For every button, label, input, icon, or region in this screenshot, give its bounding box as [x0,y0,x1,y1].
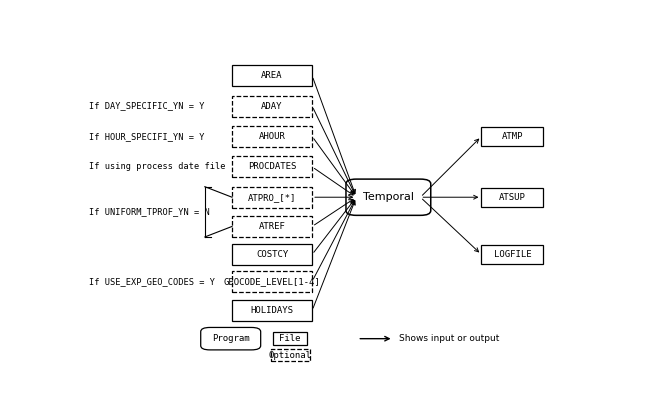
Bar [271,349,309,362]
Text: Temporal: Temporal [363,192,414,202]
Text: Optional: Optional [269,351,311,359]
Text: ATMP: ATMP [502,132,523,141]
Text: LOGFILE: LOGFILE [494,250,531,259]
Bar [232,271,312,292]
Text: If HOUR_SPECIFI_YN = Y: If HOUR_SPECIFI_YN = Y [89,132,204,141]
Bar [232,244,312,265]
Text: GEOCODE_LEVEL[1-4]: GEOCODE_LEVEL[1-4] [223,277,320,286]
Text: If using process date file: If using process date file [89,162,225,171]
FancyBboxPatch shape [201,327,261,350]
Bar [232,187,312,208]
Text: Program: Program [212,334,249,343]
Bar [232,156,312,177]
Text: AREA: AREA [261,71,283,80]
Text: Shows input or output: Shows input or output [399,334,499,343]
Bar [482,188,544,207]
FancyBboxPatch shape [346,179,431,215]
Text: AHOUR: AHOUR [259,132,285,141]
Text: File: File [279,334,301,343]
Bar [232,126,312,147]
Bar [232,96,312,116]
Bar [482,127,544,146]
Bar [482,245,544,264]
Text: If UNIFORM_TPROF_YN = N: If UNIFORM_TPROF_YN = N [89,207,209,216]
Text: ADAY: ADAY [261,102,283,111]
Text: HOLIDAYS: HOLIDAYS [251,306,293,315]
Bar [232,65,312,86]
Text: PROCDATES: PROCDATES [248,162,296,171]
Text: ATREF: ATREF [259,222,285,231]
Bar [232,300,312,321]
Bar [232,216,312,237]
Text: ATPRO_[*]: ATPRO_[*] [248,193,296,202]
Bar [273,332,307,345]
Text: If USE_EXP_GEO_CODES = Y: If USE_EXP_GEO_CODES = Y [89,277,215,286]
Text: If DAY_SPECIFIC_YN = Y: If DAY_SPECIFIC_YN = Y [89,102,204,111]
Text: ATSUP: ATSUP [499,193,526,202]
Text: COSTCY: COSTCY [256,250,288,259]
